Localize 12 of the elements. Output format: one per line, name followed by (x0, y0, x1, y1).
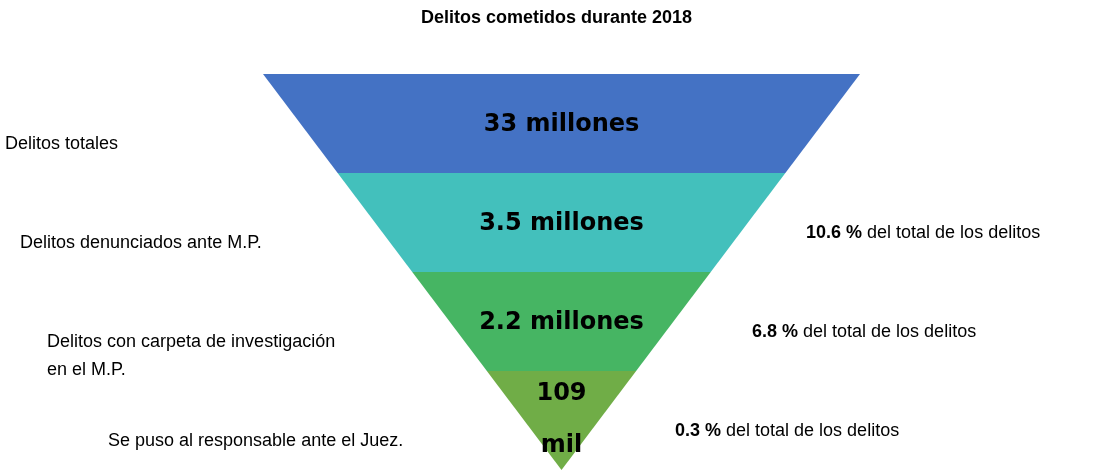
text: 10.6 % del total de los delitos (806, 221, 1041, 242)
category-label: Delitos denunciados ante M.P. (20, 231, 262, 252)
text: 0.3 % del total de los delitos (675, 419, 900, 440)
category-label: Delitos con carpeta de investigación en el M.P. (47, 330, 336, 379)
data-label: 33 millones (483, 108, 640, 137)
text: 6.8 % del total de los delitos (752, 320, 977, 341)
data-label: 2.2 millones (479, 306, 644, 335)
data-label: 109 mil (536, 377, 587, 458)
category-label: Se puso al responsable ante el Juez. (108, 429, 404, 450)
data-label: 3.5 millones (479, 207, 644, 236)
category-label: Delitos totales (5, 132, 119, 153)
text: Delitos cometidos durante 2018 (420, 7, 693, 27)
